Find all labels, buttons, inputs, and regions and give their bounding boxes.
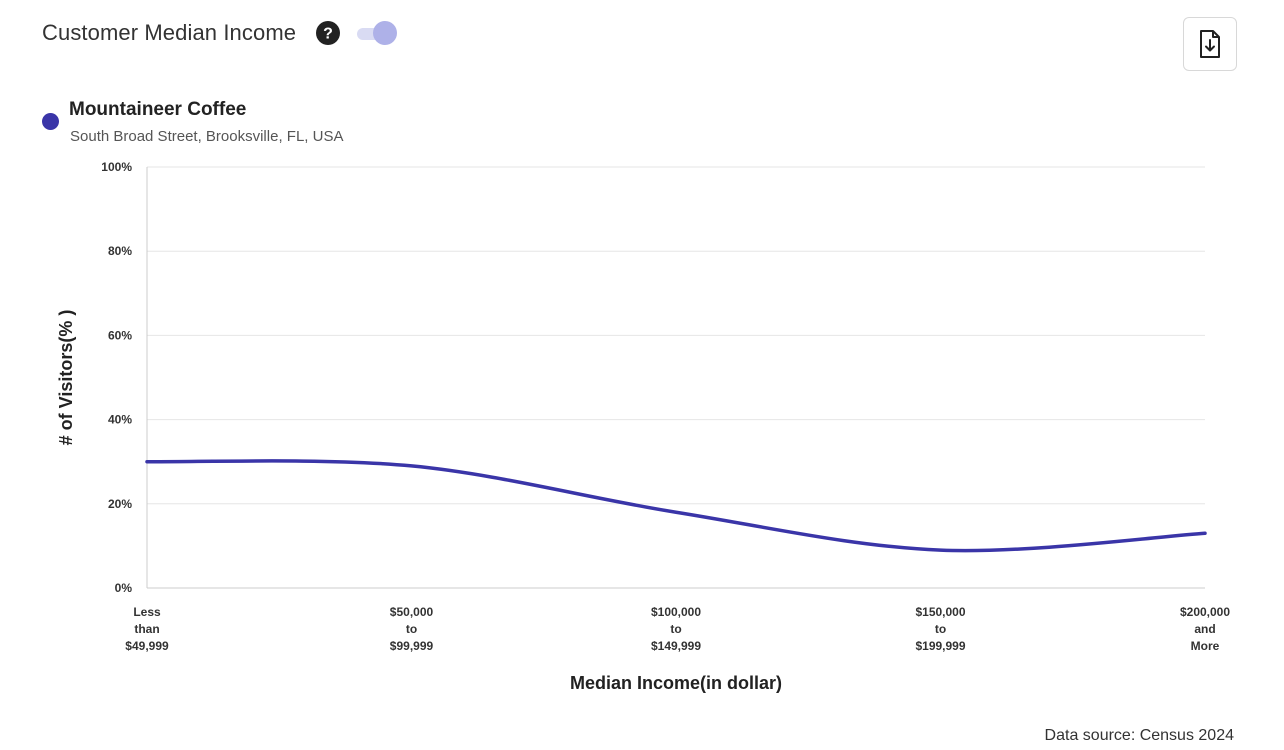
y-tick-label: 80% [108,244,132,258]
toggle-knob [373,21,398,45]
legend-address: South Broad Street, Brooksville, FL, USA [70,128,344,145]
legend-series-name: Mountaineer Coffee [69,99,247,120]
data-source-note: Data source: Census 2024 [1044,727,1234,744]
toggle-switch[interactable] [355,21,399,45]
x-tick-label: $100,000 to $149,999 [651,605,701,653]
file-download-icon [1200,30,1220,58]
y-tick-label: 40% [108,413,132,427]
y-tick-label: 100% [101,160,132,174]
y-tick-label: 60% [108,328,132,342]
y-axis-label: # of Visitors(% ) [56,310,76,446]
x-tick-label: Less than $49,999 [125,605,169,653]
grid-lines [146,166,1205,589]
x-tick-label: $200,000 and More [1180,605,1230,653]
legend-dot [42,113,59,130]
svg-text:?: ? [323,26,333,43]
series-line [145,459,1207,553]
y-tick-label: 20% [108,497,132,511]
x-axis-label: Median Income(in dollar) [570,673,782,693]
x-tick-label: $50,000 to $99,999 [390,605,434,653]
y-tick-label: 0% [115,581,133,595]
download-button[interactable] [1183,17,1237,71]
chart-header: Customer Median Income ? [42,17,399,49]
page-title: Customer Median Income [42,20,297,45]
question-circle-icon[interactable]: ? [315,20,341,46]
y-axis-ticks: 0% 20% 40% 60% 80% 100% [101,160,132,595]
x-axis-ticks: Less than $49,999 $50,000 to $99,999 $100,000 t… [125,605,1230,653]
series-lines [145,459,1207,553]
x-tick-label: $150,000 to $199,999 [915,605,965,653]
